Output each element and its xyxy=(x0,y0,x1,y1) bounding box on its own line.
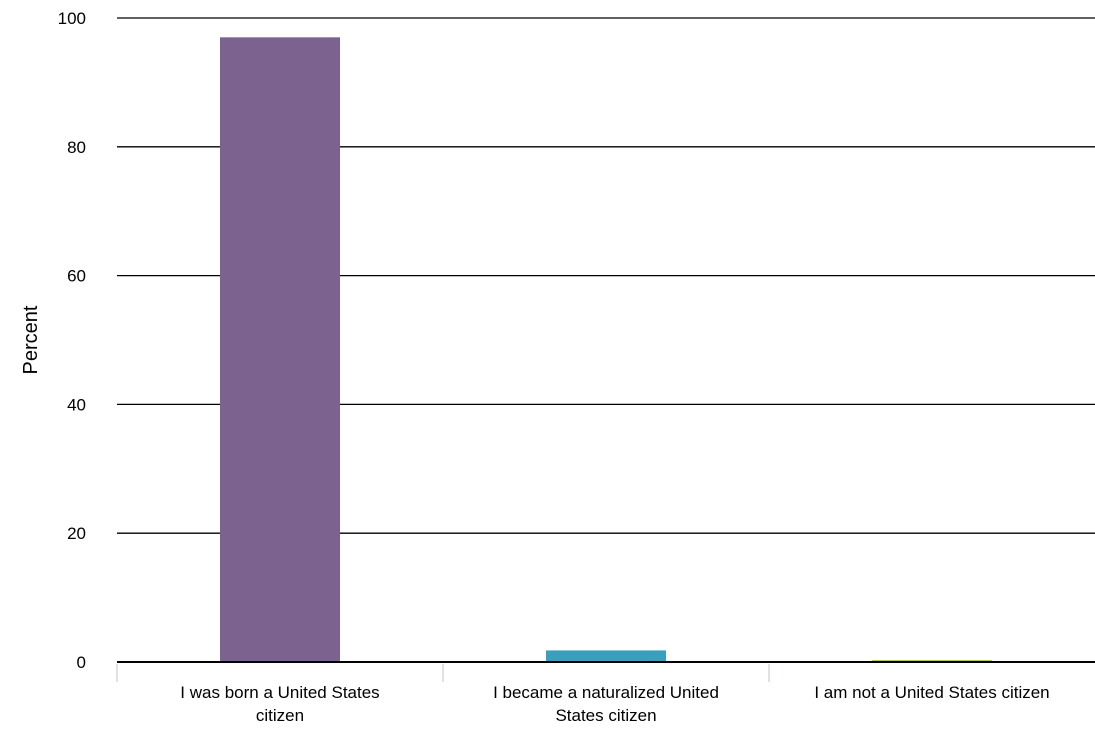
x-category-label: I am not a United States citizen xyxy=(814,683,1049,702)
bars xyxy=(220,37,992,662)
y-tick-labels: 0 20 40 60 80 100 xyxy=(58,9,86,672)
y-tick-label: 0 xyxy=(77,653,86,672)
y-tick-label: 20 xyxy=(67,524,86,543)
y-tick-label: 80 xyxy=(67,138,86,157)
y-tick-label: 40 xyxy=(67,395,86,414)
x-category-label: States citizen xyxy=(555,706,656,725)
y-tick-label: 100 xyxy=(58,9,86,28)
bar xyxy=(220,37,340,662)
x-category-label: I was born a United States xyxy=(180,683,379,702)
bar xyxy=(546,650,666,662)
x-category-label: I became a naturalized United xyxy=(493,683,719,702)
y-axis-title: Percent xyxy=(20,305,42,374)
x-tick-labels: I was born a United States citizen I becam… xyxy=(180,683,1049,725)
y-tick-label: 60 xyxy=(67,267,86,286)
x-category-label: citizen xyxy=(256,706,304,725)
x-axis xyxy=(116,661,1095,682)
